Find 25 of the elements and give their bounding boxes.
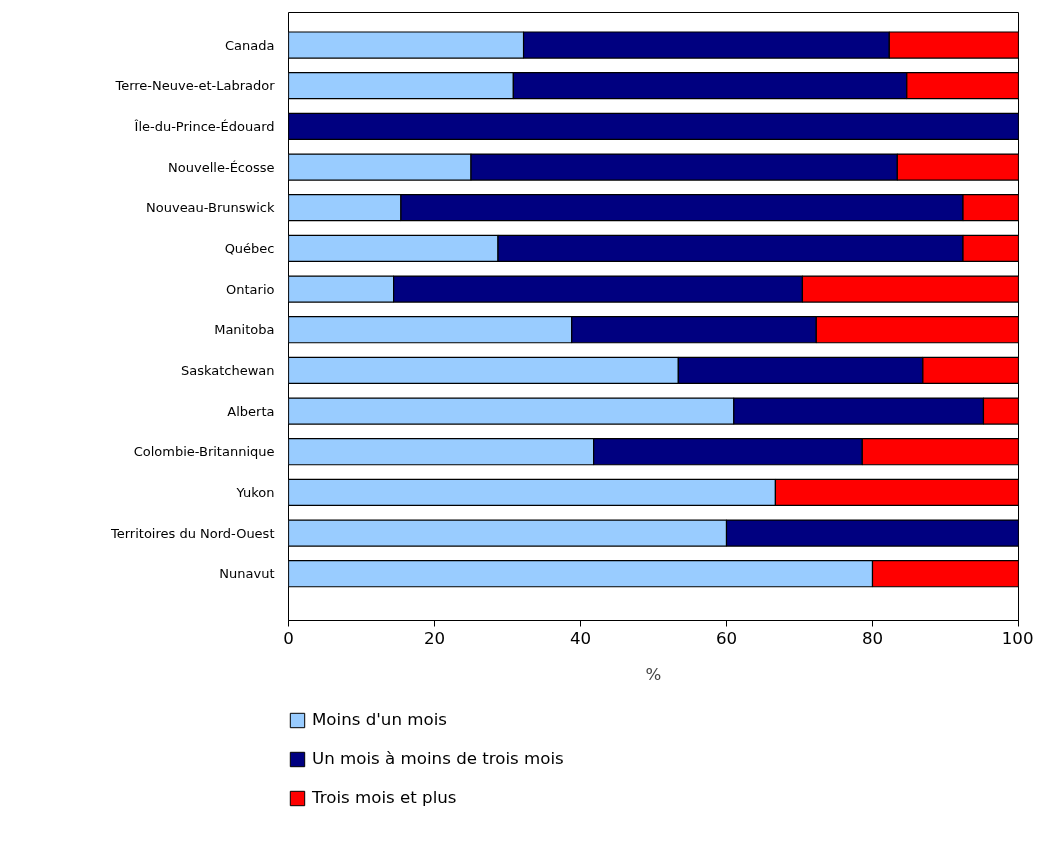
y-tick-label: Ontario bbox=[226, 281, 275, 297]
y-tick-label: Territoires du Nord-Ouest bbox=[110, 525, 275, 541]
y-tick-label: Canada bbox=[225, 37, 275, 53]
y-tick-label: Nunavut bbox=[219, 566, 275, 582]
y-tick-label: Saskatchewan bbox=[180, 362, 275, 378]
legend-label: Moins d'un mois bbox=[312, 710, 447, 729]
y-tick-label: Yukon bbox=[235, 484, 275, 500]
y-tick-label: Manitoba bbox=[214, 322, 275, 338]
x-tick-label: 100 bbox=[1001, 628, 1034, 648]
x-tick-label: 40 bbox=[569, 628, 592, 648]
y-tick-label: Nouvelle-Écosse bbox=[168, 159, 275, 175]
legend-label: Trois mois et plus bbox=[312, 788, 457, 807]
x-tick-label: 20 bbox=[423, 628, 446, 648]
y-tick-label: Terre-Neuve-et-Labrador bbox=[114, 78, 276, 94]
x-tick-label: 80 bbox=[861, 628, 884, 648]
y-tick-label: Nouveau-Brunswick bbox=[146, 200, 275, 216]
x-tick-label: 60 bbox=[715, 628, 738, 648]
bar bbox=[288, 112, 1019, 140]
legend-label: Un mois à moins de trois mois bbox=[312, 749, 564, 768]
y-tick-label: Québec bbox=[224, 240, 275, 256]
y-tick-label: Alberta bbox=[227, 403, 275, 419]
x-tick-label: 0 bbox=[283, 628, 294, 648]
y-tick-label: Colombie-Britannique bbox=[133, 444, 275, 460]
y-tick-label: Île-du-Prince-Édouard bbox=[133, 118, 275, 134]
x-axis-title: % bbox=[645, 664, 662, 684]
